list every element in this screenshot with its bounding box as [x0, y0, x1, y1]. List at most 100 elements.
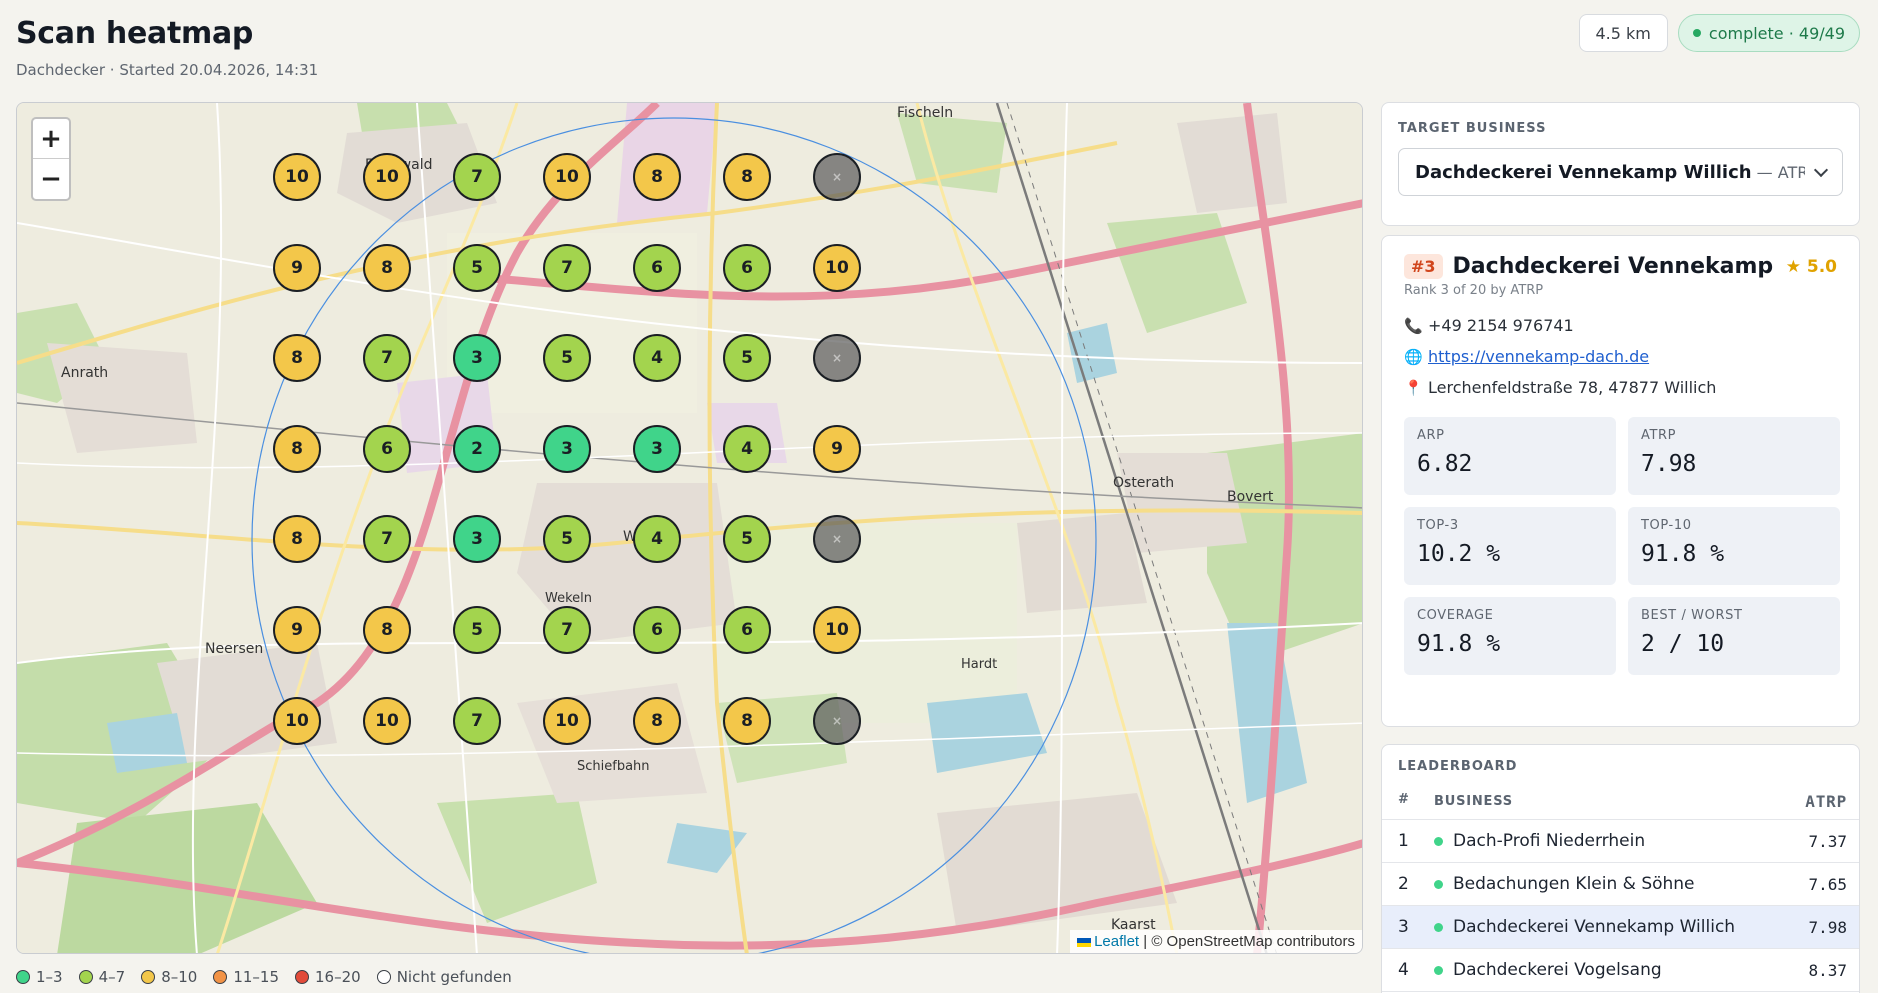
address: Lerchenfeldstraße 78, 47877 Willich [1428, 378, 1717, 397]
target-selected-sub: — ATRP... [1756, 162, 1805, 182]
stat-atrp: ATRP 7.98 [1628, 417, 1840, 495]
grid-pin[interactable]: 6 [363, 424, 411, 473]
grid-pin[interactable]: 9 [273, 243, 321, 292]
grid-pin[interactable]: 8 [633, 696, 681, 745]
grid-pin[interactable]: 7 [543, 606, 591, 654]
grid-pin[interactable]: 7 [363, 334, 411, 383]
status-dot-icon [1434, 922, 1443, 932]
grid-pin[interactable]: 6 [633, 243, 681, 292]
grid-pin[interactable]: 5 [453, 243, 501, 292]
status-text: complete · 49/49 [1708, 23, 1845, 43]
col-rank-header: # [1398, 792, 1410, 807]
place-label-osterath: Osterath [1113, 475, 1175, 491]
grid-pin[interactable]: 10 [543, 153, 591, 201]
business-name: Dachdeckerei Vennekamp Wil... [1452, 254, 1776, 279]
table-row[interactable]: 4 Dachdeckerei Vogelsang 8.37 [1382, 949, 1859, 992]
leaderboard-card: LEADERBOARD # BUSINESS ATRP 1 Dach-Profi… [1381, 744, 1860, 993]
grid-pin[interactable]: 7 [543, 243, 591, 292]
grid-pin[interactable]: 10 [813, 243, 861, 292]
rank-note: Rank 3 of 20 by ATRP [1404, 283, 1544, 298]
grid-pin[interactable]: 9 [813, 424, 861, 473]
place-label-bovert: Bovert [1227, 489, 1274, 505]
zoom-out-button[interactable]: − [40, 164, 62, 194]
grid-pin[interactable]: 4 [723, 424, 771, 473]
map-panel[interactable]: Fischeln Forstwald Anrath Neersen Willic… [16, 102, 1363, 954]
grid-pin[interactable]: 7 [453, 696, 501, 745]
grid-pin[interactable]: 8 [363, 243, 411, 292]
grid-pin[interactable]: 5 [543, 334, 591, 383]
grid-pin[interactable]: 8 [363, 606, 411, 654]
grid-pin[interactable]: 10 [363, 153, 411, 201]
grid-pin-not-found[interactable]: × [813, 515, 861, 564]
grid-pin[interactable]: 8 [723, 153, 771, 201]
place-label-schiefbahn: Schiefbahn [577, 759, 650, 774]
location-pin-icon: 📍 [1404, 378, 1423, 397]
grid-pin[interactable]: 5 [543, 515, 591, 564]
grid-pin[interactable]: 3 [633, 424, 681, 473]
rank-badge: #3 [1404, 254, 1443, 279]
target-section-label: TARGET BUSINESS [1398, 121, 1547, 136]
rating-badge: ★ 5.0 [1785, 256, 1837, 277]
grid-pin[interactable]: 3 [543, 424, 591, 473]
grid-pin[interactable]: 7 [363, 515, 411, 564]
grid-pin[interactable]: 6 [633, 606, 681, 654]
grid-pin[interactable]: 7 [453, 153, 501, 201]
grid-pin[interactable]: 5 [723, 334, 771, 383]
grid-pin[interactable]: 10 [363, 696, 411, 745]
phone-line: 📞 +49 2154 976741 [1404, 316, 1837, 335]
phone-number: +49 2154 976741 [1428, 316, 1574, 335]
grid-pin[interactable]: 8 [273, 515, 321, 564]
stat-best-worst: BEST / WORST 2 / 10 [1628, 597, 1840, 675]
legend-item: 11–15 [213, 968, 279, 986]
grid-pin-not-found[interactable]: × [813, 696, 861, 745]
grid-pin[interactable]: 8 [273, 334, 321, 383]
phone-icon: 📞 [1404, 316, 1423, 335]
stat-arp: ARP 6.82 [1404, 417, 1616, 495]
stat-top3: TOP-3 10.2 % [1404, 507, 1616, 585]
legend-swatch-icon [141, 970, 156, 984]
grid-pin[interactable]: 4 [633, 515, 681, 564]
grid-pin[interactable]: 6 [723, 243, 771, 292]
grid-pin[interactable]: 4 [633, 334, 681, 383]
zoom-control: + − [31, 117, 71, 201]
grid-pin[interactable]: 6 [723, 606, 771, 654]
grid-pin[interactable]: 10 [813, 606, 861, 654]
stat-top10: TOP-10 91.8 % [1628, 507, 1840, 585]
zoom-in-button[interactable]: + [33, 119, 69, 159]
legend-swatch-icon [213, 970, 228, 984]
status-badge: complete · 49/49 [1677, 14, 1860, 52]
place-label-hardt: Hardt [961, 657, 998, 672]
radius-badge: 4.5 km [1578, 14, 1668, 52]
address-line: 📍 Lerchenfeldstraße 78, 47877 Willich [1404, 378, 1837, 397]
legend-swatch-icon [78, 970, 93, 984]
grid-pin-not-found[interactable]: × [813, 334, 861, 383]
grid-pin[interactable]: 5 [453, 606, 501, 654]
grid-pin[interactable]: 3 [453, 334, 501, 383]
target-business-card: TARGET BUSINESS Dachdeckerei Vennekamp W… [1381, 102, 1860, 226]
grid-pin[interactable]: 3 [453, 515, 501, 564]
page-title: Scan heatmap [16, 16, 254, 51]
website-link[interactable]: https://vennekamp-dach.de [1428, 347, 1650, 366]
grid-pin[interactable]: 10 [273, 696, 321, 745]
header-badges: 4.5 km complete · 49/49 [1578, 14, 1860, 52]
grid-pin-not-found[interactable]: × [813, 153, 861, 201]
grid-pin[interactable]: 8 [273, 424, 321, 473]
table-row[interactable]: 1 Dach-Profi Niederrhein 7.37 [1382, 820, 1859, 863]
grid-pin[interactable]: 2 [453, 424, 501, 473]
place-label-wekeln: Wekeln [545, 591, 593, 606]
status-dot-icon [1692, 29, 1701, 37]
target-business-select[interactable]: Dachdeckerei Vennekamp Willich — ATRP... [1398, 148, 1843, 196]
place-label-fischeln: Fischeln [897, 105, 954, 121]
table-row[interactable]: 2 Bedachungen Klein & Söhne 7.65 [1382, 863, 1859, 906]
leaflet-link[interactable]: Leaflet [1094, 933, 1140, 950]
grid-pin[interactable]: 5 [723, 515, 771, 564]
grid-pin[interactable]: 9 [273, 606, 321, 654]
map-tiles [17, 103, 1362, 953]
leaderboard-header: # BUSINESS ATRP [1382, 774, 1859, 820]
grid-pin[interactable]: 8 [723, 696, 771, 745]
table-row-selected[interactable]: 3 Dachdeckerei Vennekamp Willich 7.98 [1382, 906, 1859, 949]
legend-swatch-icon [295, 970, 310, 984]
grid-pin[interactable]: 10 [543, 696, 591, 745]
grid-pin[interactable]: 8 [633, 153, 681, 201]
grid-pin[interactable]: 10 [273, 153, 321, 201]
